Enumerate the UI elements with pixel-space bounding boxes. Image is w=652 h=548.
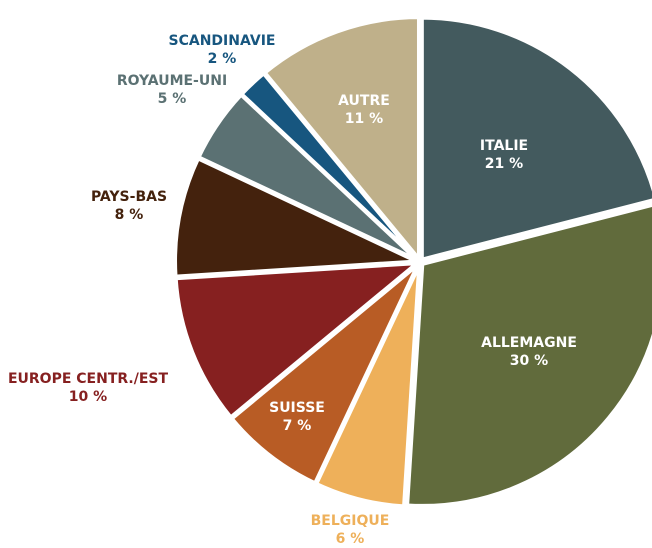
pie-slice (405, 202, 652, 508)
slice-label: EUROPE CENTR./EST (8, 371, 169, 387)
slice-value-label: 11 % (345, 111, 383, 127)
slice-label: ALLEMAGNE (481, 335, 577, 351)
slice-value-label: 10 % (69, 389, 107, 405)
slice-label: SCANDINAVIE (169, 33, 276, 49)
slice-value-label: 21 % (485, 156, 523, 172)
slice-value-label: 6 % (336, 531, 365, 547)
slice-label: PAYS-BAS (91, 189, 167, 205)
slice-label: ROYAUME-UNI (117, 73, 227, 89)
slice-label: ITALIE (480, 138, 528, 154)
pie-slice (262, 15, 421, 262)
slice-label: SUISSE (269, 400, 325, 416)
pie-slice (229, 262, 421, 486)
slice-value-label: 30 % (510, 353, 548, 369)
pie-slice (419, 15, 652, 262)
slice-label: AUTRE (338, 93, 390, 109)
slice-label: BELGIQUE (311, 513, 390, 529)
pie-slice (173, 261, 420, 420)
pie-slice (173, 156, 420, 279)
slice-value-label: 2 % (208, 51, 237, 67)
slice-value-label: 5 % (158, 91, 187, 107)
slice-value-label: 8 % (115, 207, 144, 223)
slice-value-label: 7 % (283, 418, 312, 434)
